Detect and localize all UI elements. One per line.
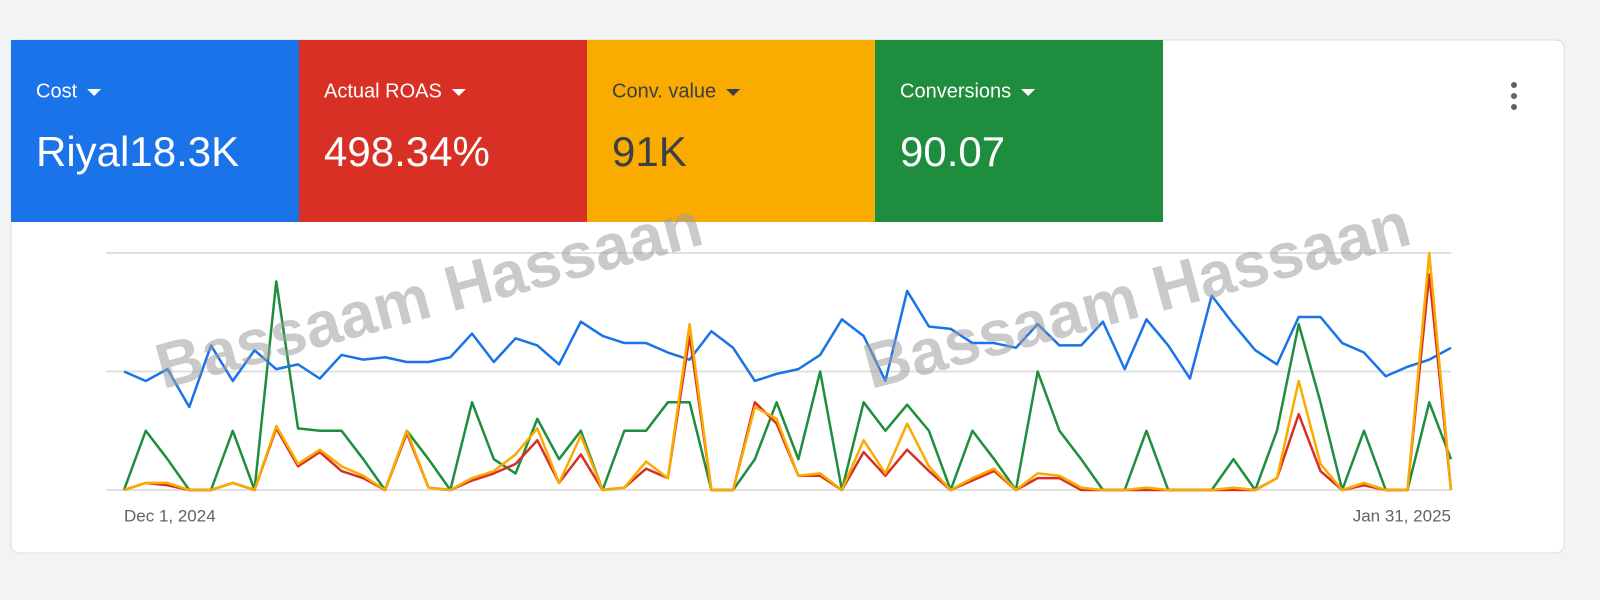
tile-label: Conversions <box>900 80 1011 102</box>
tile-value: 90.07 <box>900 128 1005 175</box>
tile-background <box>875 40 1163 222</box>
menu-dot <box>1511 93 1517 99</box>
dropdown-arrow <box>726 89 741 96</box>
menu-dot <box>1511 82 1517 88</box>
tile-background <box>299 40 587 222</box>
metric-tile[interactable]: Conversions 90.07 <box>875 40 1163 222</box>
metric-tile[interactable]: Conv. value 91K <box>587 40 875 222</box>
tile-label: Conv. value <box>612 80 716 102</box>
x-end-label: Jan 31, 2025 <box>1353 506 1451 525</box>
x-start-label: Dec 1, 2024 <box>124 506 216 525</box>
series-line <box>123 251 1453 492</box>
metric-tiles: Cost Riyal18.3K Actual ROAS 498.34% Conv. va… <box>11 40 1163 222</box>
tile-label: Cost <box>36 80 78 102</box>
tile-value: 91K <box>612 128 687 175</box>
tile-value: 498.34% <box>324 128 490 175</box>
series-line <box>122 280 1453 492</box>
tile-background <box>587 40 875 222</box>
tile-background <box>11 40 299 222</box>
dropdown-arrow <box>451 89 466 96</box>
metric-tile[interactable]: Actual ROAS 498.34% <box>299 40 587 222</box>
series-line <box>123 289 1452 409</box>
dropdown-arrow <box>1021 89 1036 96</box>
menu-dot <box>1511 104 1517 110</box>
dropdown-arrow <box>87 89 102 96</box>
plot <box>106 251 1453 492</box>
more-menu[interactable] <box>1511 82 1517 110</box>
metric-tile[interactable]: Cost Riyal18.3K <box>11 40 299 222</box>
tile-label: Actual ROAS <box>324 80 442 102</box>
tile-value: Riyal18.3K <box>36 128 239 175</box>
